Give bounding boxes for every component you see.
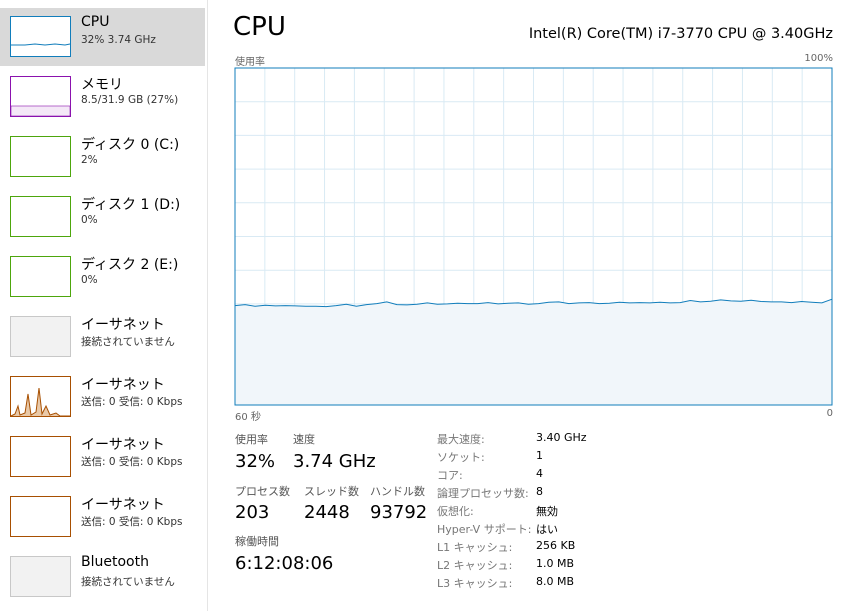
thumb-fill xyxy=(10,105,71,117)
item-detail: 32% 3.74 GHz xyxy=(81,34,156,46)
thumb-frame xyxy=(10,316,71,357)
detail-label: 最大速度: xyxy=(437,433,485,446)
stat-value: 2448 xyxy=(304,502,350,523)
sidebar-item[interactable]: CPU 32% 3.74 GHz xyxy=(0,8,205,66)
usage-area xyxy=(235,299,832,405)
thumbnail xyxy=(10,136,71,177)
detail-label: L1 キャッシュ: xyxy=(437,541,513,554)
item-title: ディスク 2 (E:) xyxy=(81,257,179,273)
item-detail: 2% xyxy=(81,154,98,166)
sidebar-item[interactable]: ディスク 1 (D:) 0% xyxy=(0,188,205,246)
detail-value: 1 xyxy=(536,449,543,462)
cpu-model: Intel(R) Core(TM) i7-3770 CPU @ 3.40GHz xyxy=(528,26,833,42)
stat-value: 3.74 GHz xyxy=(293,451,376,472)
item-detail: 接続されていません xyxy=(81,336,175,348)
thumbnail xyxy=(10,436,71,477)
sidebar-item[interactable]: ディスク 2 (E:) 0% xyxy=(0,248,205,306)
stat-label: 稼働時間 xyxy=(235,535,279,548)
thumbnail xyxy=(10,76,71,117)
thumbnail xyxy=(10,496,71,537)
graph-frame xyxy=(234,67,833,406)
sidebar-item[interactable]: イーサネット送信: 0 受信: 0 Kbps xyxy=(0,428,205,486)
detail-label: コア: xyxy=(437,469,463,482)
page-title: CPU xyxy=(233,12,286,42)
sidebar-item[interactable]: メモリ 8.5/31.9 GB (27%) xyxy=(0,68,205,126)
sidebar-item[interactable]: ディスク 0 (C:) 2% xyxy=(0,128,205,186)
detail-value: 4 xyxy=(536,467,543,480)
thumb-frame xyxy=(10,136,71,177)
stat-label: ハンドル数 xyxy=(370,485,425,498)
item-detail: 0% xyxy=(81,274,98,286)
item-title: ディスク 0 (C:) xyxy=(81,137,180,153)
thumb-line xyxy=(10,387,70,417)
usage-line xyxy=(234,298,833,308)
thumb-frame xyxy=(10,256,71,297)
detail-label: ソケット: xyxy=(437,451,485,464)
time-label: 60 秒 xyxy=(235,412,261,423)
item-title: メモリ xyxy=(81,77,123,93)
detail-label: 論理プロセッサ数: xyxy=(437,487,529,500)
thumb-frame xyxy=(10,556,71,597)
item-title: イーサネット xyxy=(81,497,165,513)
item-detail: 8.5/31.9 GB (27%) xyxy=(81,94,179,106)
stat-label: プロセス数 xyxy=(235,485,290,498)
thumb-line xyxy=(11,43,71,46)
detail-label: L3 キャッシュ: xyxy=(437,577,513,590)
thumbnail xyxy=(10,556,71,597)
detail-label: 仮想化: xyxy=(437,505,474,518)
end-label: 0 xyxy=(826,408,833,419)
item-title: イーサネット xyxy=(81,317,165,333)
thumb-frame xyxy=(10,196,71,237)
sidebar-item[interactable]: イーサネット送信: 0 受信: 0 Kbps xyxy=(0,368,205,426)
detail-value: 8.0 MB xyxy=(536,575,575,588)
stat-value: 93792 xyxy=(370,502,428,523)
detail-value: 3.40 GHz xyxy=(536,431,587,444)
item-detail: 接続されていません xyxy=(81,576,175,588)
sidebar-item[interactable]: イーサネット接続されていません xyxy=(0,308,205,366)
stat-value: 32% xyxy=(235,451,276,472)
item-detail: 送信: 0 受信: 0 Kbps xyxy=(81,456,183,468)
detail-label: Hyper-V サポート: xyxy=(437,523,532,536)
thumbnail xyxy=(10,196,71,237)
separator xyxy=(207,0,208,611)
detail-value: 8 xyxy=(536,485,543,498)
detail-value: 無効 xyxy=(536,505,558,518)
thumbnail xyxy=(10,256,71,297)
stat-label: スレッド数 xyxy=(304,485,359,498)
item-title: イーサネット xyxy=(81,377,165,393)
item-title: ディスク 1 (D:) xyxy=(81,197,181,213)
item-detail: 送信: 0 受信: 0 Kbps xyxy=(81,396,183,408)
y-label: 使用率 xyxy=(235,57,265,68)
sidebar-item[interactable]: イーサネット送信: 0 受信: 0 Kbps xyxy=(0,488,205,546)
detail-value: 1.0 MB xyxy=(536,557,575,570)
detail-label: L2 キャッシュ: xyxy=(437,559,513,572)
stat-label: 速度 xyxy=(293,433,315,446)
thumb-frame xyxy=(10,436,71,477)
detail-value: はい xyxy=(536,523,558,536)
max-label: 100% xyxy=(804,53,833,64)
stat-value: 6:12:08:06 xyxy=(235,553,334,574)
thumbnail xyxy=(10,376,71,417)
item-detail: 0% xyxy=(81,214,98,226)
thumbnail xyxy=(10,316,71,357)
stat-label: 使用率 xyxy=(235,433,268,446)
item-title: CPU xyxy=(81,14,110,30)
item-title: Bluetooth xyxy=(81,554,149,570)
detail-value: 256 KB xyxy=(536,539,576,552)
cpu-graph xyxy=(234,67,833,406)
stat-value: 203 xyxy=(235,502,270,523)
sidebar-item[interactable]: Bluetooth 接続されていません xyxy=(0,548,205,606)
thumb-frame xyxy=(10,16,71,57)
thumb-frame xyxy=(10,496,71,537)
item-title: イーサネット xyxy=(81,437,165,453)
item-detail: 送信: 0 受信: 0 Kbps xyxy=(81,516,183,528)
thumbnail xyxy=(10,16,71,57)
